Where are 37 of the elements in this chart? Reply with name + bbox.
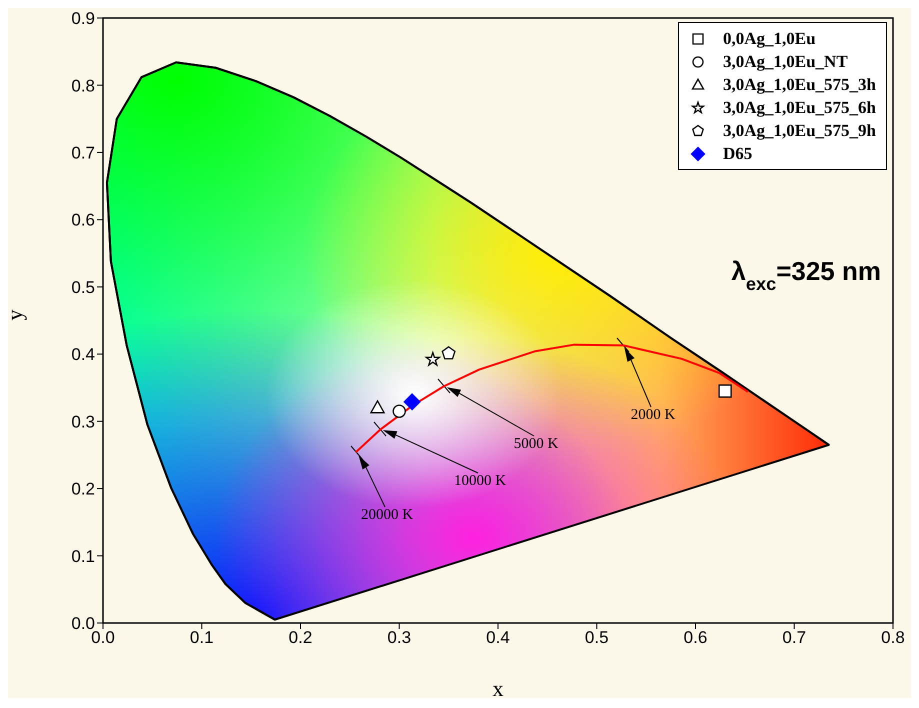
x-tick-label: 0.7 — [782, 628, 806, 648]
x-tick-label: 0.6 — [684, 628, 708, 648]
x-tick-label: 0.1 — [190, 628, 214, 648]
y-tick-label: 0.6 — [71, 210, 95, 230]
y-tick-label: 0.7 — [71, 143, 95, 162]
y-tick-label: 0.3 — [71, 412, 95, 432]
y-tick-label: 0.2 — [71, 480, 95, 499]
annotation: 2000 K — [630, 407, 676, 423]
legend-label: 3,0Ag_1,0Eu_575_3h — [722, 74, 876, 94]
legend-label: 3,0Ag_1,0Eu_575_6h — [722, 98, 876, 118]
x-tick-label: 0.5 — [584, 628, 609, 648]
point — [442, 346, 456, 360]
x-tick-label: 0.0 — [91, 628, 115, 648]
y-tick-label: 0.8 — [71, 76, 95, 96]
legend-label: 3,0Ag_1,0Eu_575_9h — [722, 120, 876, 140]
point — [718, 384, 732, 398]
annotation: λ$_{exc}$=325 nm — [731, 256, 881, 294]
point — [426, 352, 440, 366]
annotation: 10000 K — [454, 473, 506, 489]
legend-label: D65 — [722, 144, 752, 164]
x-tick-label: 0.3 — [387, 628, 412, 648]
y-tick-label: 0.9 — [71, 9, 95, 28]
y-axis-title: y — [2, 310, 27, 320]
x-tick-label: 0.2 — [288, 628, 312, 648]
annotation: 20000 K — [360, 507, 414, 523]
annotation: 5000 K — [514, 436, 558, 452]
point — [370, 400, 385, 414]
point — [404, 393, 421, 410]
x-tick-label: 0.8 — [881, 628, 905, 648]
x-axis-title: x — [492, 676, 504, 701]
y-tick-label: 0.5 — [71, 278, 95, 297]
point — [392, 404, 406, 418]
legend-label: 3,0Ag_1,0Eu_NT — [722, 52, 848, 72]
y-tick-label: 0.1 — [71, 546, 95, 566]
legend-label: 0,0Ag_1,0Eu — [722, 28, 816, 48]
x-tick-label: 0.4 — [486, 628, 510, 648]
y-tick-label: 0.4 — [71, 345, 95, 364]
